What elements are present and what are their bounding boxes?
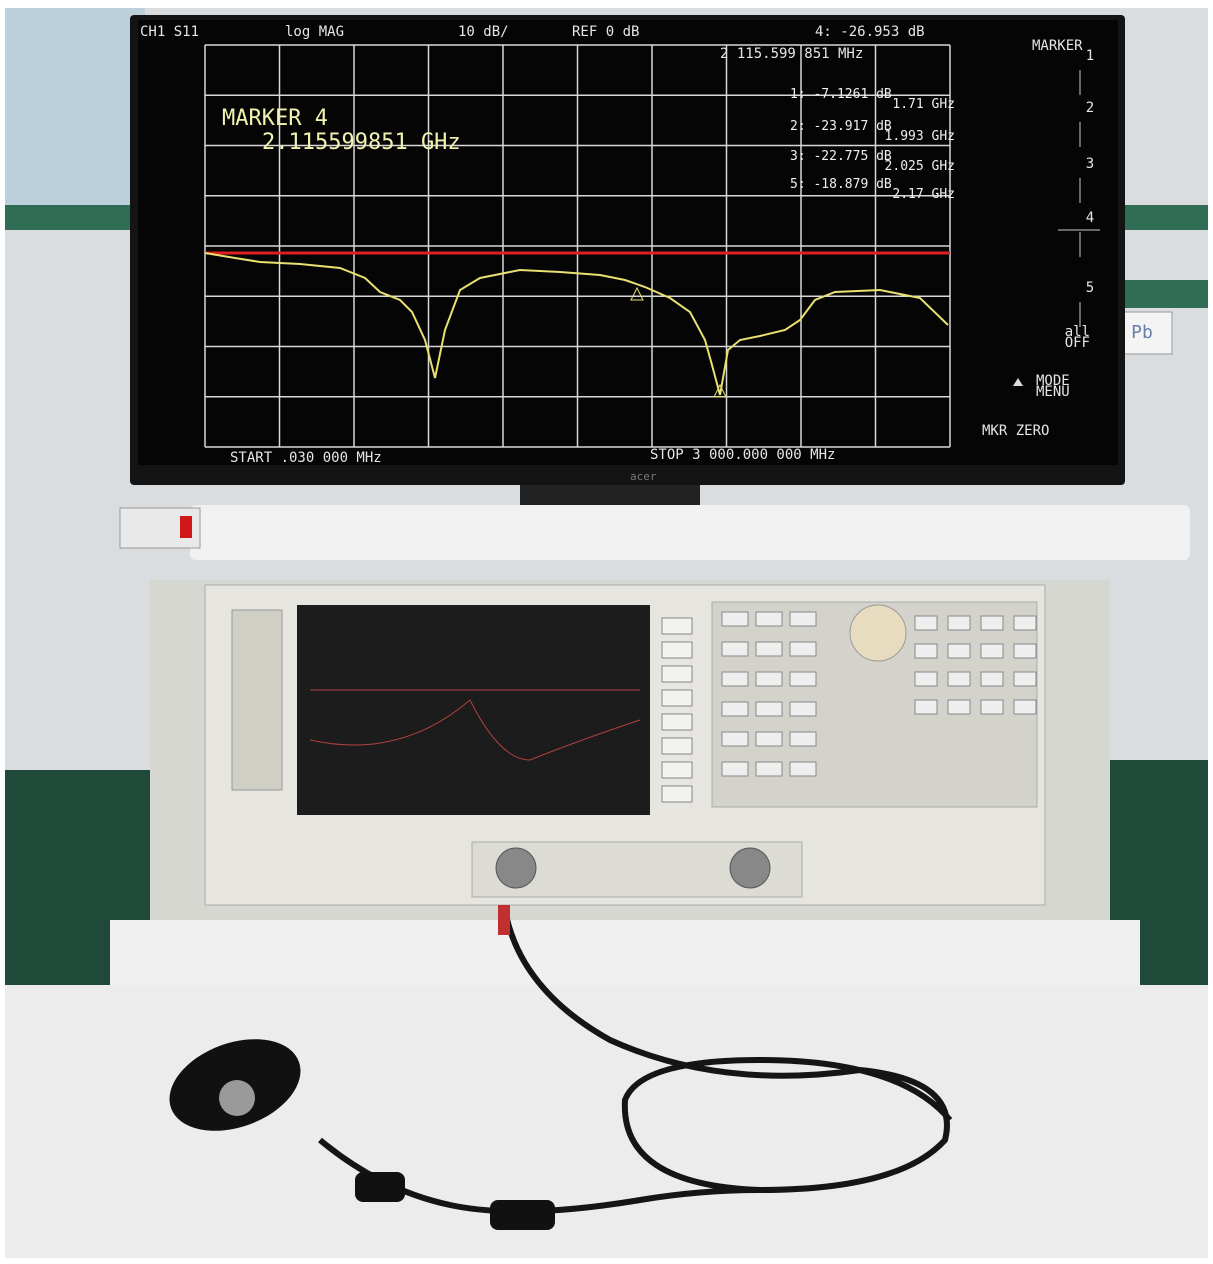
analyzer-trace [309,689,641,761]
key [914,615,938,631]
marker-frequency: 1.71 GHz [892,97,955,112]
analyzer-screen [297,605,650,815]
marker-value: 5: -18.879 dB [790,177,892,192]
softkey-button [661,713,693,731]
key [947,615,971,631]
key [721,761,749,777]
scale: 10 dB/ [458,24,509,40]
key [1013,671,1037,687]
stop: STOP 3 000.000 000 MHz [650,447,835,463]
softkey-mode-menu: MODE [1036,373,1070,389]
key [755,671,783,687]
active-marker-frequency: 2 115.599 851 MHz [720,46,863,62]
softkey-item: 3 [1086,156,1094,172]
softkey-item: 2 [1086,100,1094,116]
softkey-item: 1 [1086,48,1094,64]
key [1013,643,1037,659]
channel: CH1 S11 [140,24,199,40]
softkey-title: MARKER [1032,38,1083,54]
marker-symbol [630,286,644,301]
key [914,671,938,687]
key [980,671,1004,687]
key [755,761,783,777]
foam-base [110,920,1140,985]
reference: REF 0 dB [572,24,639,40]
key [721,641,749,657]
key [789,701,817,717]
marker-frequency: 2.025 GHz [885,159,955,174]
floppy [231,609,283,791]
key [789,761,817,777]
softkey-zero: MKR ZERO [982,423,1049,439]
softkey-button [661,689,693,707]
key [721,731,749,747]
marker-frequency: 1.993 GHz [885,129,955,144]
port-2 [729,847,771,889]
key [947,643,971,659]
pb-text: Pb [1131,322,1153,343]
key [755,731,783,747]
marker-value: 2: -23.917 dB [790,119,892,134]
key [980,615,1004,631]
marker-symbol [713,383,727,398]
trace [204,252,949,396]
start: START .030 000 MHz [230,450,382,466]
marker-frequency: 2.17 GHz [892,187,955,202]
marker-frequency: 2.115599851 GHz [262,130,461,155]
key [755,701,783,717]
softkey-mode-menu: MENU [1036,384,1070,400]
softkey-off: all [1065,324,1090,340]
marker-title: MARKER 4 [222,106,328,131]
key [1013,615,1037,631]
knob [849,604,907,662]
key [980,643,1004,659]
softkey-button [661,785,693,803]
brand: acer [630,470,657,483]
key [755,641,783,657]
softkey-button [661,737,693,755]
keypad [661,601,1038,808]
key [947,671,971,687]
active-marker-value: 4: -26.953 dB [815,24,925,40]
antenna-mount [219,1080,255,1116]
key [789,611,817,627]
key [914,643,938,659]
softkey-button [661,641,693,659]
marker-value: 1: -7.1261 dB [790,87,892,102]
ferrite [490,1200,555,1230]
softkey-button [661,617,693,635]
marker-value: 3: -22.775 dB [790,149,892,164]
monitor-stand [520,485,700,505]
softkey-button [661,665,693,683]
softkey-item: 5 [1086,280,1094,296]
key [721,671,749,687]
foam-shelf [190,505,1190,560]
key [914,699,938,715]
key [789,641,817,657]
key [947,699,971,715]
key [789,671,817,687]
softkey-button [661,761,693,779]
ferrite [355,1172,405,1202]
key [1013,699,1037,715]
key [789,731,817,747]
softkey-off: OFF [1065,335,1090,351]
key [980,699,1004,715]
cable-connector [498,905,510,935]
softkey-arrow [1013,378,1023,386]
port-1 [495,847,537,889]
softkey-item: 4 [1086,210,1094,226]
format: log MAG [285,24,344,40]
key [721,611,749,627]
monitor-screen [138,20,1118,465]
window [5,8,145,208]
key [721,701,749,717]
power-switch [180,516,192,538]
key [755,611,783,627]
